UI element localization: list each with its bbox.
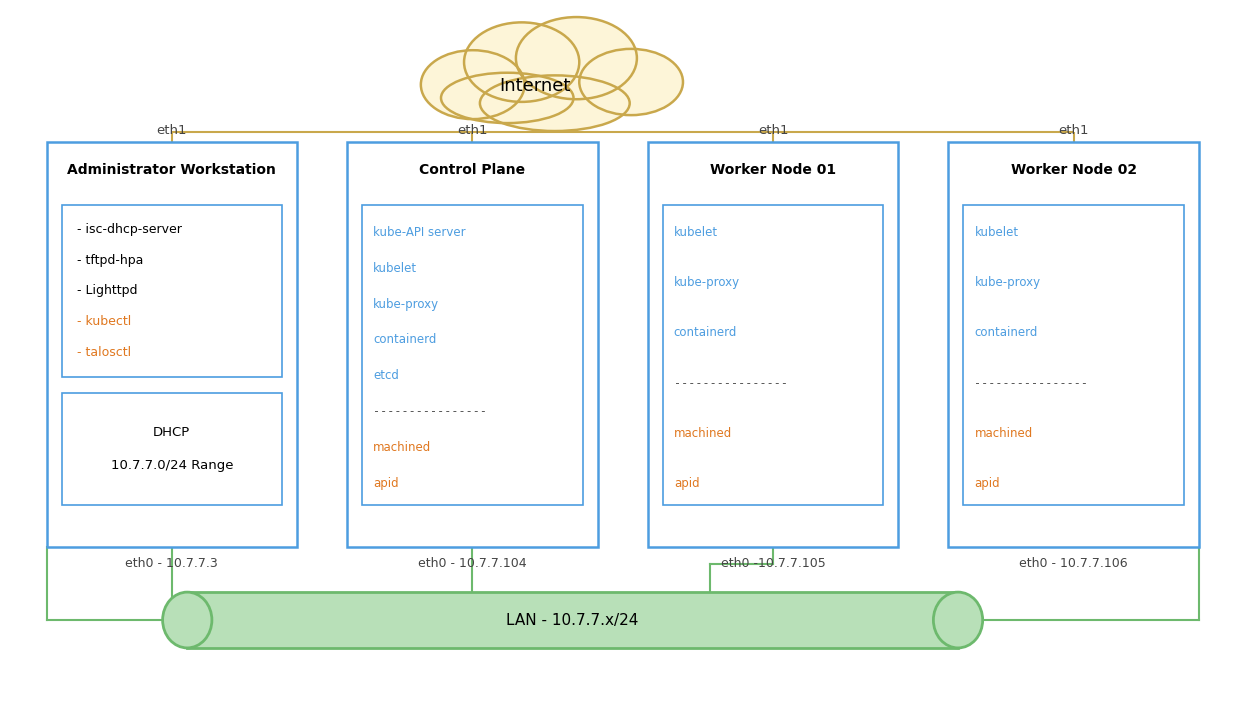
Text: machined: machined <box>975 427 1033 440</box>
Text: apid: apid <box>374 477 399 491</box>
Text: kube-proxy: kube-proxy <box>374 297 439 311</box>
Text: ----------------: ---------------- <box>674 377 788 389</box>
FancyBboxPatch shape <box>187 592 959 648</box>
Text: containerd: containerd <box>674 326 737 340</box>
Text: machined: machined <box>374 441 431 454</box>
Text: - isc-dhcp-server: - isc-dhcp-server <box>77 223 181 236</box>
Text: eth0 -10.7.7.105: eth0 -10.7.7.105 <box>721 557 825 570</box>
Text: machined: machined <box>674 427 732 440</box>
Text: kube-proxy: kube-proxy <box>975 276 1040 289</box>
Text: Internet: Internet <box>499 77 571 96</box>
Text: - tftpd-hpa: - tftpd-hpa <box>77 254 143 266</box>
Ellipse shape <box>479 75 630 131</box>
FancyBboxPatch shape <box>62 393 282 505</box>
Text: DHCP: DHCP <box>153 426 190 439</box>
Text: eth1: eth1 <box>457 124 488 136</box>
Text: eth1: eth1 <box>757 124 789 136</box>
Text: apid: apid <box>674 477 699 491</box>
FancyBboxPatch shape <box>47 142 297 547</box>
Text: kube-API server: kube-API server <box>374 226 465 238</box>
Text: ----------------: ---------------- <box>975 377 1088 389</box>
Text: apid: apid <box>975 477 1000 491</box>
Text: LAN - 10.7.7.x/24: LAN - 10.7.7.x/24 <box>507 612 639 628</box>
Text: eth1: eth1 <box>156 124 187 136</box>
FancyBboxPatch shape <box>663 205 883 505</box>
Text: - kubectl: - kubectl <box>77 316 131 328</box>
Text: - Lighttpd: - Lighttpd <box>77 285 137 297</box>
FancyBboxPatch shape <box>362 205 582 505</box>
Text: etcd: etcd <box>374 370 399 382</box>
Ellipse shape <box>421 50 525 119</box>
Text: Worker Node 02: Worker Node 02 <box>1010 163 1137 177</box>
Text: 10.7.7.0/24 Range: 10.7.7.0/24 Range <box>111 459 233 472</box>
FancyBboxPatch shape <box>949 142 1199 547</box>
Text: ----------------: ---------------- <box>374 406 487 418</box>
Ellipse shape <box>442 72 574 123</box>
FancyBboxPatch shape <box>648 142 898 547</box>
Ellipse shape <box>162 592 211 648</box>
Text: containerd: containerd <box>374 333 437 347</box>
Text: Control Plane: Control Plane <box>419 163 526 177</box>
Text: containerd: containerd <box>975 326 1038 340</box>
Text: eth1: eth1 <box>1058 124 1089 136</box>
Ellipse shape <box>579 49 683 115</box>
Text: - talosctl: - talosctl <box>77 347 131 359</box>
Ellipse shape <box>516 17 637 99</box>
FancyBboxPatch shape <box>62 205 282 377</box>
Text: eth0 - 10.7.7.104: eth0 - 10.7.7.104 <box>418 557 527 570</box>
Text: kubelet: kubelet <box>975 226 1019 238</box>
FancyBboxPatch shape <box>347 142 598 547</box>
Text: kubelet: kubelet <box>674 226 718 238</box>
Text: eth0 - 10.7.7.3: eth0 - 10.7.7.3 <box>126 557 218 570</box>
Text: Administrator Workstation: Administrator Workstation <box>68 163 277 177</box>
FancyBboxPatch shape <box>964 205 1184 505</box>
Text: kube-proxy: kube-proxy <box>674 276 740 289</box>
Text: Worker Node 01: Worker Node 01 <box>710 163 837 177</box>
Ellipse shape <box>933 592 982 648</box>
Ellipse shape <box>464 22 579 102</box>
Text: kubelet: kubelet <box>374 262 418 274</box>
Text: eth0 - 10.7.7.106: eth0 - 10.7.7.106 <box>1019 557 1128 570</box>
